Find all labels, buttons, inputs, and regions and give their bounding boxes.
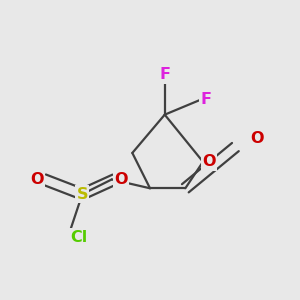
Text: O: O	[31, 172, 44, 187]
Text: O: O	[115, 172, 128, 187]
Text: F: F	[200, 92, 211, 107]
Text: O: O	[250, 131, 264, 146]
Text: F: F	[159, 67, 170, 82]
Text: O: O	[202, 154, 216, 169]
Text: S: S	[76, 187, 88, 202]
Text: Cl: Cl	[70, 230, 88, 244]
